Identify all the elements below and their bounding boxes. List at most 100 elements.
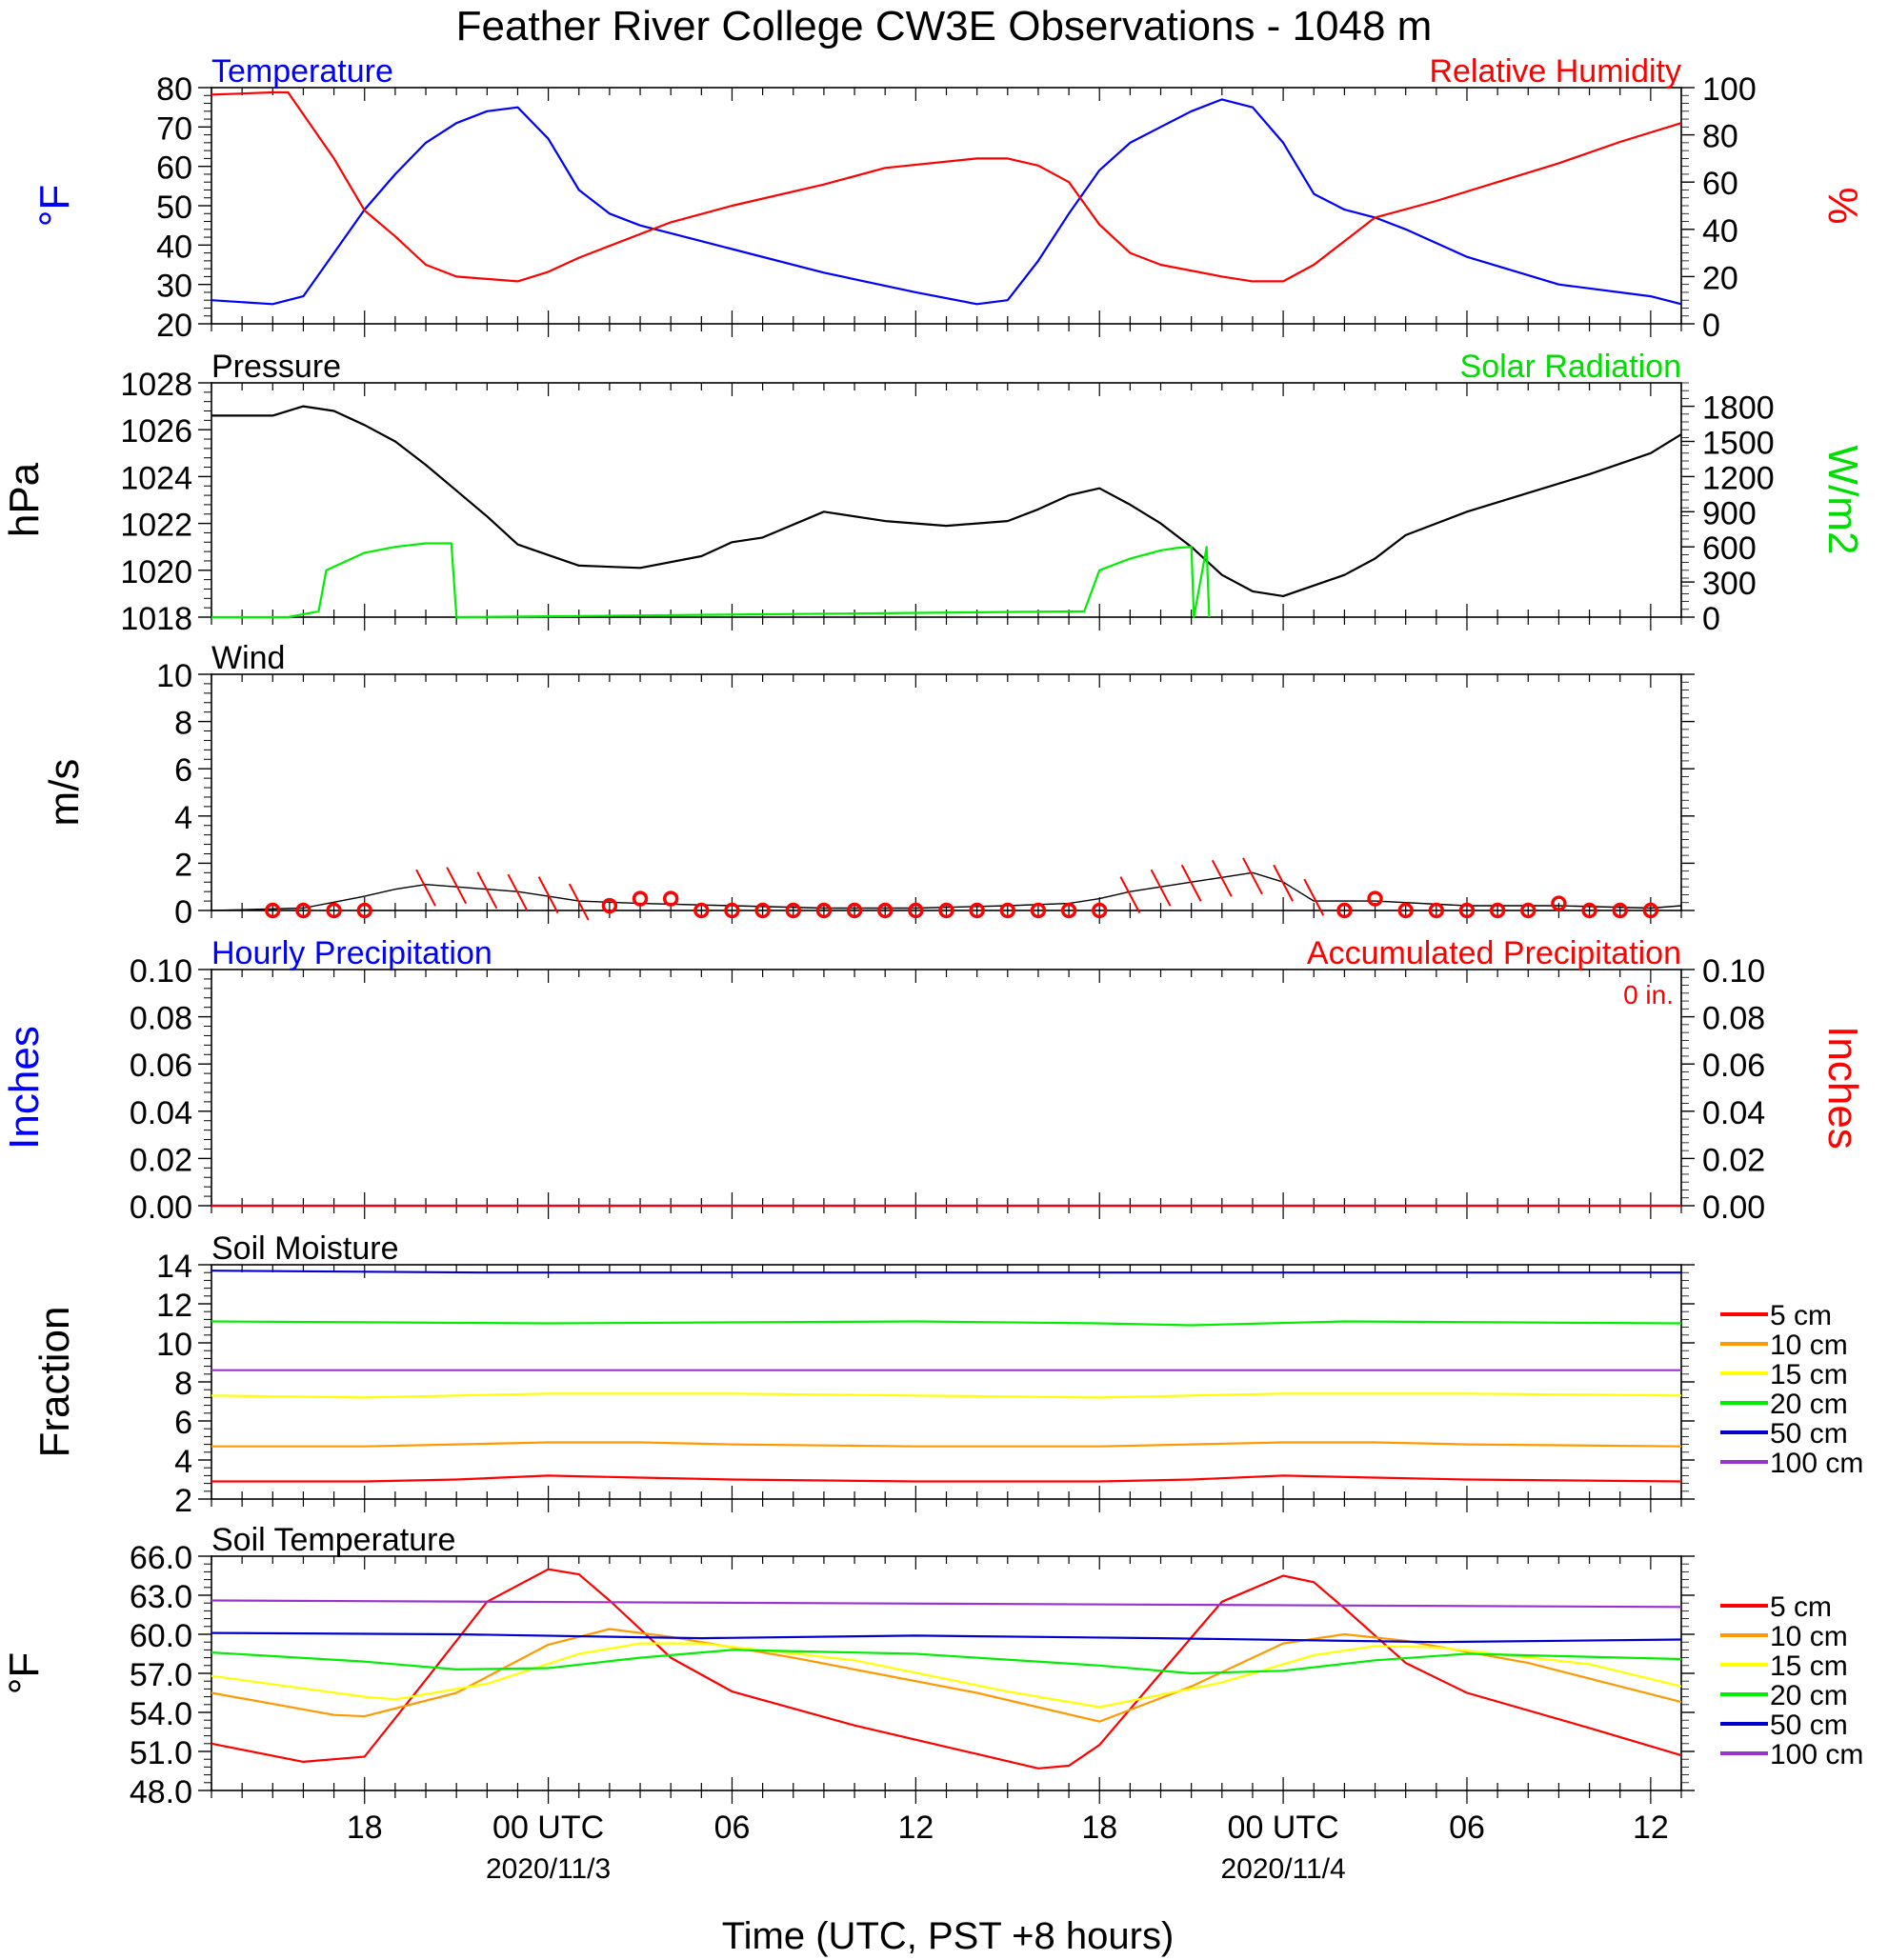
legend-label: 100 cm bbox=[1770, 1448, 1863, 1479]
wind-barb-calm-marker bbox=[601, 897, 618, 914]
legend-label: 50 cm bbox=[1770, 1710, 1848, 1741]
legend-label: 10 cm bbox=[1770, 1330, 1848, 1361]
wind-barb-calm-marker bbox=[785, 902, 801, 919]
y-tick-label-left: 0.02 bbox=[130, 1142, 192, 1178]
x-tick-label: 00 UTC bbox=[492, 1810, 604, 1846]
wind-barb-staff bbox=[446, 867, 468, 905]
x-tick-date-label: 2020/11/4 bbox=[1220, 1853, 1345, 1885]
panel-title-right: Accumulated Precipitation bbox=[1307, 935, 1681, 971]
wind-barb-staff bbox=[1242, 857, 1263, 895]
y-tick-label-right: 1500 bbox=[1702, 426, 1775, 462]
chart-title: Feather River College CW3E Observations … bbox=[456, 3, 1433, 50]
panel-title-right: Relative Humidity bbox=[1429, 53, 1681, 90]
wind-barb-calm-marker bbox=[754, 902, 771, 919]
series-line-15-cm bbox=[211, 1392, 1682, 1399]
series-line-5-cm bbox=[211, 1568, 1682, 1770]
y-tick-label-left: 2 bbox=[174, 1483, 192, 1519]
x-tick-label: 12 bbox=[1633, 1810, 1669, 1846]
precip-total-annotation: 0 in. bbox=[1623, 980, 1674, 1010]
wind-barb-calm-marker bbox=[356, 902, 372, 919]
wind-barb-staff bbox=[415, 869, 436, 907]
wind-barb-calm-marker bbox=[969, 902, 985, 919]
wind-barb-calm-marker bbox=[1336, 902, 1353, 919]
y-tick-label-left: 1020 bbox=[120, 554, 192, 590]
y-tick-label-right: 1800 bbox=[1702, 390, 1775, 427]
y-tick-label-left: 1022 bbox=[120, 508, 192, 544]
panel-soil_temperature: 48.051.054.057.060.063.066.0 Soil Tempera… bbox=[1, 1522, 1863, 1810]
wind-barb-calm-marker bbox=[908, 902, 924, 919]
panel-pressure_solar: 1018 1020 1022 1024 1026 1028 0300600900120015… bbox=[1, 349, 1866, 637]
panel-title-left: Pressure bbox=[211, 349, 341, 385]
y-tick-label-right: 600 bbox=[1702, 530, 1757, 567]
wind-barb-calm-marker bbox=[693, 902, 710, 919]
y-tick-label-left: 8 bbox=[174, 1366, 192, 1402]
wind-barb-calm-marker bbox=[1612, 902, 1628, 919]
y-tick-label-left: 60.0 bbox=[130, 1618, 192, 1654]
wind-barb-calm-marker bbox=[1458, 902, 1476, 919]
wind-barb-calm-marker bbox=[1428, 902, 1445, 919]
panel-title-left: Soil Moisture bbox=[211, 1230, 399, 1267]
x-tick-label: 00 UTC bbox=[1228, 1810, 1339, 1846]
wind-barb-calm-marker bbox=[1642, 902, 1659, 919]
y-tick-label-left: 80 bbox=[156, 71, 192, 108]
x-tick-label: 18 bbox=[347, 1810, 383, 1846]
y-tick-label-left: 10 bbox=[156, 1327, 192, 1363]
series-line-10-cm bbox=[211, 1628, 1682, 1723]
y-tick-label-left: 70 bbox=[156, 110, 192, 147]
wind-barb-calm-marker bbox=[724, 902, 740, 919]
y-tick-label-right: 100 bbox=[1702, 71, 1757, 108]
x-tick-label: 06 bbox=[1449, 1810, 1485, 1846]
wind-barb-staff bbox=[507, 873, 529, 911]
y-tick-label-right: 0 bbox=[1702, 601, 1720, 637]
y-tick-label-left: 10 bbox=[156, 658, 192, 694]
y-tick-label-left: 4 bbox=[174, 800, 192, 836]
wind-barb-staff bbox=[1119, 876, 1141, 914]
y-tick-label-left: 1018 bbox=[120, 601, 192, 637]
y-tick-label-left: 66.0 bbox=[130, 1540, 192, 1576]
x-axis-label: Time (UTC, PST +8 hours) bbox=[722, 1915, 1175, 1957]
wind-barb-calm-marker bbox=[1489, 902, 1506, 919]
series-line-solar-radiation bbox=[211, 542, 1211, 619]
y-tick-label-left: 1028 bbox=[120, 367, 192, 403]
y-tick-label-left: 0 bbox=[174, 894, 192, 930]
panel-wind: 0 2 4 6 8 10 Wind m/s bbox=[41, 640, 1695, 930]
y-tick-label-right: 0.10 bbox=[1702, 953, 1765, 990]
wind-barb-calm-marker bbox=[1367, 890, 1383, 907]
y-tick-label-right: 0.08 bbox=[1702, 1001, 1765, 1037]
wind-barb-staff bbox=[1211, 859, 1233, 897]
series-line-temperature bbox=[211, 98, 1682, 306]
x-tick-label: 12 bbox=[897, 1810, 934, 1846]
y-tick-label-right: 60 bbox=[1702, 166, 1738, 202]
wind-barb-calm-marker bbox=[1520, 902, 1537, 919]
series-line-50-cm bbox=[211, 1631, 1682, 1644]
panel-title-left: Wind bbox=[211, 640, 285, 676]
y-tick-label-right: 0.06 bbox=[1702, 1048, 1765, 1084]
series-line-20-cm bbox=[211, 1320, 1682, 1327]
y-tick-label-left: 6 bbox=[174, 752, 192, 789]
wind-barb-calm-marker bbox=[295, 902, 311, 919]
y-tick-label-left: 12 bbox=[156, 1288, 192, 1324]
wind-barb-calm-marker bbox=[938, 902, 954, 919]
series-line-15-cm bbox=[211, 1642, 1682, 1709]
wind-barb-staff bbox=[1180, 864, 1202, 902]
y-tick-label-left: 0.08 bbox=[130, 1001, 192, 1037]
y-axis-label-left: m/s bbox=[41, 759, 88, 827]
wind-barb-staff bbox=[1273, 864, 1294, 902]
y-tick-label-left: 60 bbox=[156, 150, 192, 187]
legend-label: 15 cm bbox=[1770, 1650, 1848, 1682]
y-axis-label-right: Inches bbox=[1819, 1026, 1866, 1150]
wind-barb-calm-marker bbox=[265, 902, 281, 919]
y-tick-label-left: 54.0 bbox=[130, 1696, 192, 1732]
wind-barb-calm-marker bbox=[877, 902, 894, 919]
y-axis-label-right: % bbox=[1819, 187, 1866, 224]
legend-label: 20 cm bbox=[1770, 1680, 1848, 1711]
x-tick-label: 06 bbox=[714, 1810, 751, 1846]
y-tick-label-right: 1200 bbox=[1702, 460, 1775, 496]
y-tick-label-right: 20 bbox=[1702, 260, 1738, 296]
y-axis-label-left: °F bbox=[31, 185, 78, 227]
panel-title-left: Soil Temperature bbox=[211, 1522, 455, 1558]
series-line-20-cm bbox=[211, 1649, 1682, 1675]
